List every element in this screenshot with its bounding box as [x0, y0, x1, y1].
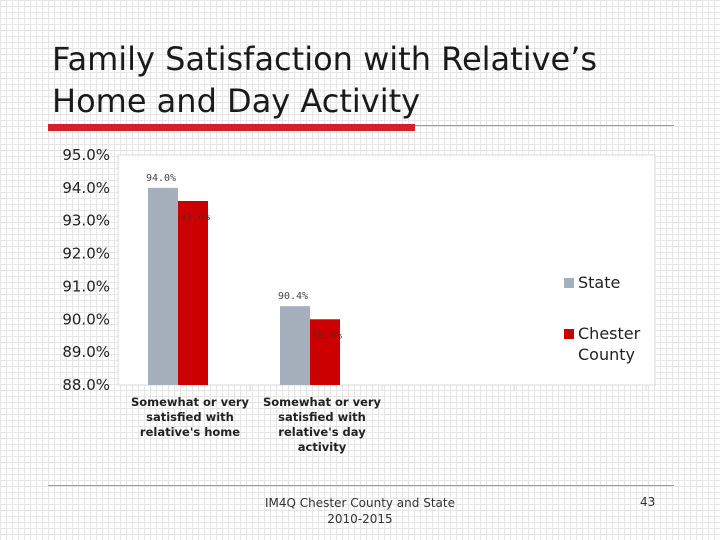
category-label: satisfied with	[146, 410, 234, 424]
data-label: 94.0%	[146, 173, 176, 184]
data-label: 90.4%	[278, 291, 308, 302]
category-label: Somewhat or very	[131, 395, 250, 409]
page-number: 43	[640, 495, 656, 509]
category-label: relative's home	[140, 425, 240, 439]
data-label: 90.0%	[312, 330, 342, 341]
title-accent-bar	[48, 124, 415, 131]
legend-label-chester-county: County	[578, 345, 635, 364]
category-label: activity	[298, 440, 347, 454]
footer: IM4Q Chester County and State 2010-2015	[250, 495, 470, 527]
bar-chester-county	[178, 201, 208, 385]
bar-chart: 88.0% 89.0% 90.0% 91.0% 92.0% 93.0% 94.0% 95.0%…	[62, 146, 656, 454]
bar-state	[148, 187, 178, 385]
title-line-1: Family Satisfaction with Relative’s	[52, 40, 598, 78]
title-line-2: Home and Day Activity	[52, 82, 421, 120]
bar-chester-county	[310, 319, 340, 385]
legend-swatch-chester-county	[564, 329, 574, 339]
bar-state	[280, 306, 310, 385]
footer-line-2: 2010-2015	[327, 512, 393, 526]
y-tick-label: 88.0%	[62, 376, 110, 394]
y-tick-label: 89.0%	[62, 343, 110, 361]
y-tick-label: 95.0%	[62, 146, 110, 164]
category-label: Somewhat or very	[263, 395, 382, 409]
category-label: satisfied with	[278, 410, 366, 424]
legend-label-chester-county: Chester	[578, 324, 641, 343]
category-label: relative's day	[278, 425, 366, 439]
footer-divider	[48, 485, 674, 486]
data-label: 93.6%	[180, 212, 210, 223]
y-tick-label: 93.0%	[62, 212, 110, 230]
slide-title: Family Satisfaction with Relative’s Home…	[52, 38, 692, 122]
legend-label-state: State	[578, 273, 620, 292]
y-tick-label: 92.0%	[62, 245, 110, 263]
y-tick-label: 91.0%	[62, 277, 110, 295]
legend-swatch-state	[564, 278, 574, 288]
y-tick-label: 94.0%	[62, 179, 110, 197]
y-tick-label: 90.0%	[62, 310, 110, 328]
footer-line-1: IM4Q Chester County and State	[265, 496, 455, 510]
